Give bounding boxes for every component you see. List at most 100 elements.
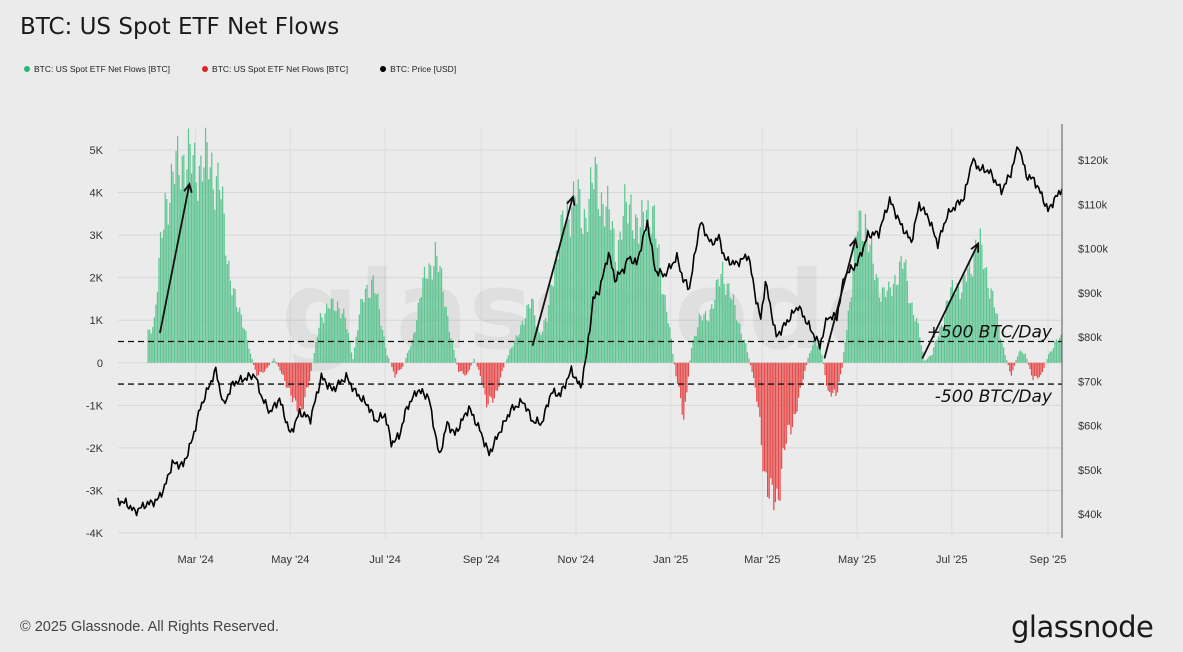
- y-right-tick-label: $70k: [1078, 376, 1102, 388]
- inflow-bar: [246, 340, 249, 363]
- inflow-bar: [619, 231, 621, 363]
- outflow-bar: [791, 362, 794, 428]
- outflow-bar: [293, 362, 295, 398]
- inflow-bar: [948, 301, 950, 363]
- outflow-bar: [675, 362, 677, 377]
- inflow-bar: [715, 280, 718, 363]
- inflow-bar: [875, 274, 877, 363]
- inflow-bar: [976, 249, 978, 363]
- trend-arrow: [159, 183, 191, 334]
- inflow-bar: [857, 231, 859, 363]
- y-right-tick-label: $100k: [1078, 244, 1108, 256]
- inflow-bar: [405, 358, 407, 363]
- glassnode-logo[interactable]: glassnode: [1011, 610, 1154, 644]
- inflow-bar: [423, 266, 426, 363]
- inflow-bar: [641, 199, 643, 363]
- inflow-bar: [883, 287, 885, 363]
- inflow-bar: [431, 279, 433, 363]
- inflow-bar: [535, 326, 537, 363]
- outflow-bar: [1040, 362, 1042, 375]
- inflow-bar: [1020, 350, 1022, 363]
- inflow-bar: [1001, 343, 1003, 363]
- inflow-bar: [226, 263, 228, 363]
- inflow-bar: [347, 333, 350, 363]
- inflow-bar: [908, 302, 910, 363]
- y-left-tick-label: 2K: [90, 273, 104, 285]
- inflow-bar: [515, 335, 517, 363]
- inflow-bar: [669, 327, 671, 363]
- inflow-bar: [593, 189, 595, 363]
- inflow-bar: [552, 286, 554, 363]
- inflow-bar: [596, 164, 598, 363]
- outflow-bar: [798, 362, 800, 398]
- inflow-bar: [984, 267, 986, 363]
- outflow-bar: [829, 362, 831, 393]
- outflow-bar: [458, 362, 460, 373]
- outflow-bar: [298, 362, 300, 413]
- outflow-bar: [268, 362, 270, 366]
- outflow-bar: [1010, 362, 1013, 376]
- outflow-bar: [498, 362, 500, 387]
- inflow-bar: [366, 284, 368, 363]
- inflow-bar: [889, 287, 891, 363]
- inflow-bar: [217, 162, 219, 363]
- inflow-bar: [332, 298, 334, 363]
- legend-item-outflow[interactable]: BTC: US Spot ETF Net Flows [BTC]: [202, 64, 348, 74]
- inflow-bar: [729, 297, 731, 363]
- outflow-bar: [394, 362, 396, 378]
- outflow-bar: [462, 362, 464, 374]
- outflow-bar: [793, 362, 795, 415]
- inflow-bar: [371, 279, 373, 363]
- outflow-bar: [259, 362, 261, 372]
- inflow-bar: [234, 288, 236, 363]
- inflow-bar: [874, 279, 876, 363]
- inflow-bar: [639, 227, 641, 363]
- inflow-bar: [194, 142, 196, 363]
- inflow-bar: [846, 330, 848, 363]
- inflow-bar: [218, 189, 221, 363]
- inflow-bar: [150, 333, 152, 363]
- inflow-bar: [360, 299, 362, 363]
- inflow-bar: [363, 302, 365, 363]
- outflow-bar: [265, 362, 267, 369]
- inflow-bar: [383, 336, 385, 363]
- legend-item-price[interactable]: BTC: Price [USD]: [380, 64, 456, 74]
- outflow-bar: [804, 362, 806, 371]
- reference-line-label: -500 BTC/Day: [935, 387, 1053, 407]
- outflow-bar: [782, 362, 784, 449]
- inflow-bar: [658, 244, 660, 363]
- inflow-bar: [698, 313, 700, 363]
- outflow-bar: [287, 362, 289, 388]
- outflow-bar: [1043, 362, 1045, 368]
- inflow-bar: [229, 280, 232, 363]
- legend-label-outflow: BTC: US Spot ETF Net Flows [BTC]: [212, 64, 349, 74]
- inflow-bar: [409, 346, 412, 363]
- x-tick-label: Jul '25: [936, 554, 967, 566]
- inflow-bar: [937, 336, 940, 363]
- inflow-bar: [940, 324, 943, 363]
- inflow-bar: [642, 211, 645, 363]
- outflow-bar: [827, 362, 829, 391]
- inflow-bar: [945, 301, 947, 363]
- legend-item-inflow[interactable]: BTC: US Spot ETF Net Flows [BTC]: [24, 64, 170, 74]
- inflow-bar: [847, 310, 849, 363]
- inflow-bar: [906, 281, 908, 363]
- inflow-bar: [274, 361, 277, 363]
- inflow-bar: [987, 287, 989, 363]
- outflow-bar: [465, 362, 468, 375]
- inflow-bar: [580, 228, 582, 363]
- inflow-bar: [881, 287, 884, 363]
- inflow-bar: [249, 353, 252, 363]
- inflow-bar: [211, 152, 213, 363]
- inflow-bar: [335, 311, 337, 363]
- inflow-bar: [815, 338, 817, 363]
- inflow-bar: [324, 313, 326, 363]
- inflow-bar: [957, 286, 960, 363]
- outflow-bar: [290, 362, 292, 396]
- inflow-bar: [636, 217, 638, 363]
- inflow-bar: [961, 292, 963, 363]
- inflow-bar: [579, 188, 581, 363]
- inflow-bar: [228, 260, 230, 363]
- inflow-bar: [549, 285, 551, 363]
- inflow-bar: [555, 250, 558, 363]
